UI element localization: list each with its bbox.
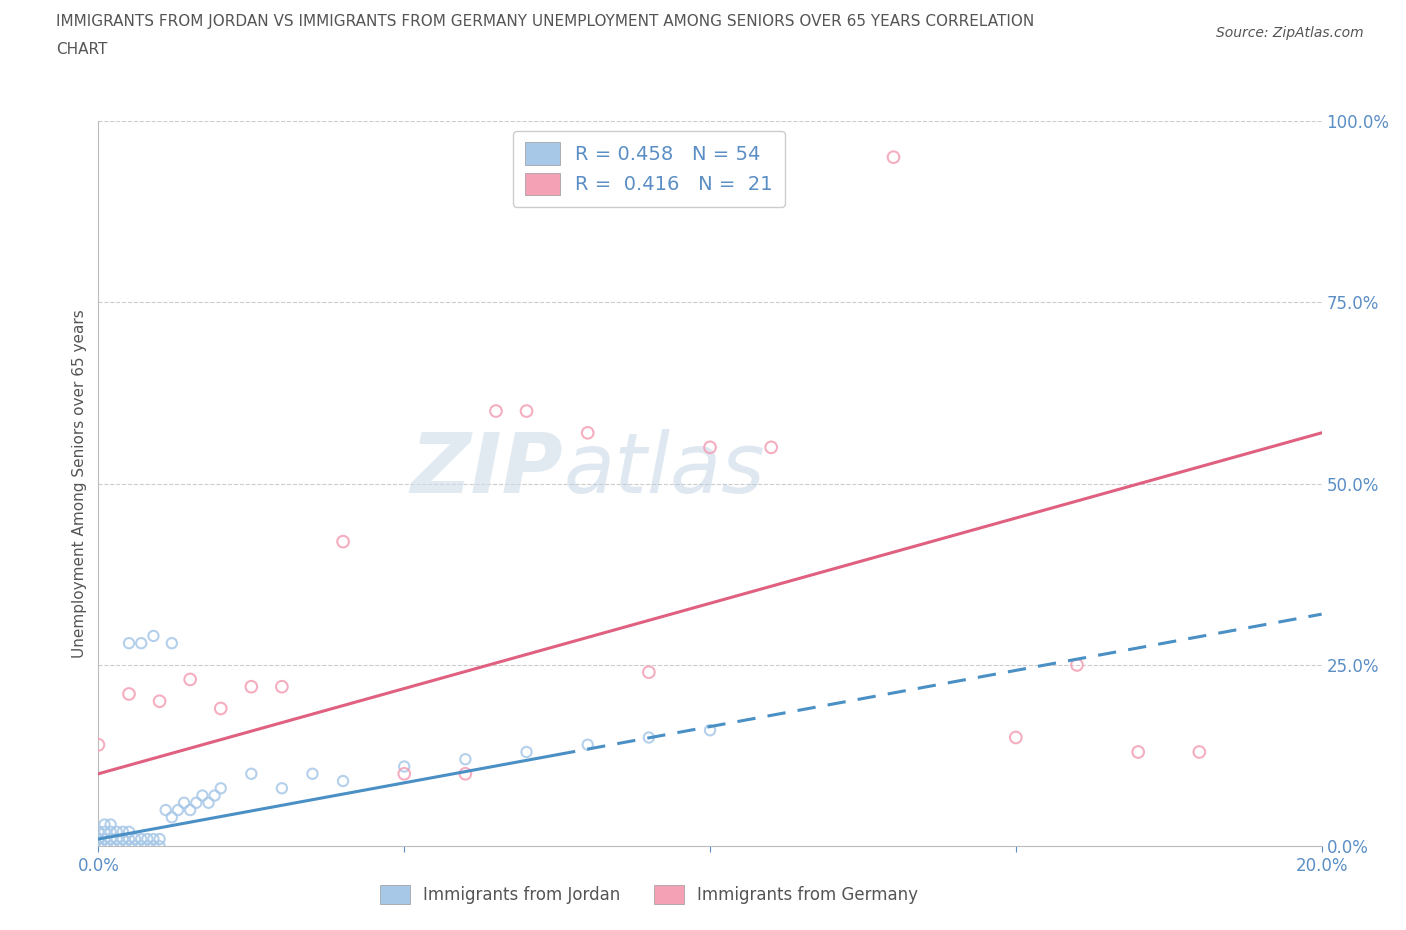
Point <box>118 831 141 846</box>
Point <box>173 795 195 810</box>
Point <box>270 679 292 694</box>
Point <box>105 839 128 854</box>
Point <box>100 824 122 839</box>
Point <box>87 737 110 752</box>
Point <box>160 810 183 825</box>
Point <box>149 694 172 709</box>
Point <box>100 817 122 832</box>
Point <box>332 534 354 549</box>
Point <box>118 686 141 701</box>
Point <box>209 701 232 716</box>
Point <box>1188 745 1211 760</box>
Text: atlas: atlas <box>564 429 765 510</box>
Point <box>87 839 110 854</box>
Point <box>111 831 134 846</box>
Point <box>301 766 323 781</box>
Point <box>87 824 110 839</box>
Point <box>129 636 152 651</box>
Point <box>155 803 177 817</box>
Point <box>142 629 165 644</box>
Point <box>485 404 508 418</box>
Point <box>576 425 599 440</box>
Y-axis label: Unemployment Among Seniors over 65 years: Unemployment Among Seniors over 65 years <box>72 309 87 658</box>
Point <box>105 831 128 846</box>
Point <box>1128 745 1150 760</box>
Point <box>124 839 146 854</box>
Point <box>118 839 141 854</box>
Point <box>270 781 292 796</box>
Point <box>637 730 661 745</box>
Point <box>111 824 134 839</box>
Point <box>87 831 110 846</box>
Point <box>136 839 159 854</box>
Point <box>392 766 416 781</box>
Point <box>105 824 128 839</box>
Point <box>118 636 141 651</box>
Point <box>699 440 721 455</box>
Point <box>186 795 208 810</box>
Point <box>93 817 115 832</box>
Point <box>759 440 782 455</box>
Point <box>332 774 354 789</box>
Point <box>142 839 165 854</box>
Point <box>100 839 122 854</box>
Point <box>111 839 134 854</box>
Point <box>576 737 599 752</box>
Point <box>179 803 201 817</box>
Point <box>204 788 226 803</box>
Text: Source: ZipAtlas.com: Source: ZipAtlas.com <box>1216 26 1364 40</box>
Point <box>167 803 190 817</box>
Point <box>240 679 263 694</box>
Point <box>197 795 219 810</box>
Point <box>516 745 538 760</box>
Point <box>129 839 152 854</box>
Point <box>118 824 141 839</box>
Text: ZIP: ZIP <box>411 429 564 510</box>
Point <box>149 839 172 854</box>
Point <box>454 766 477 781</box>
Point <box>1004 730 1026 745</box>
Point <box>93 824 115 839</box>
Point <box>179 672 201 687</box>
Point <box>699 723 721 737</box>
Legend: Immigrants from Jordan, Immigrants from Germany: Immigrants from Jordan, Immigrants from … <box>373 878 925 910</box>
Point <box>142 831 165 846</box>
Point <box>637 665 661 680</box>
Text: CHART: CHART <box>56 42 108 57</box>
Point <box>93 839 115 854</box>
Point <box>454 751 477 766</box>
Point <box>240 766 263 781</box>
Point <box>392 759 416 774</box>
Point <box>191 788 214 803</box>
Point <box>160 636 183 651</box>
Point <box>129 831 152 846</box>
Point <box>124 831 146 846</box>
Point <box>1066 658 1088 672</box>
Point <box>516 404 538 418</box>
Point <box>136 831 159 846</box>
Point <box>100 831 122 846</box>
Text: IMMIGRANTS FROM JORDAN VS IMMIGRANTS FROM GERMANY UNEMPLOYMENT AMONG SENIORS OVE: IMMIGRANTS FROM JORDAN VS IMMIGRANTS FRO… <box>56 14 1035 29</box>
Point <box>93 831 115 846</box>
Point <box>149 831 172 846</box>
Point <box>209 781 232 796</box>
Point <box>883 150 905 165</box>
